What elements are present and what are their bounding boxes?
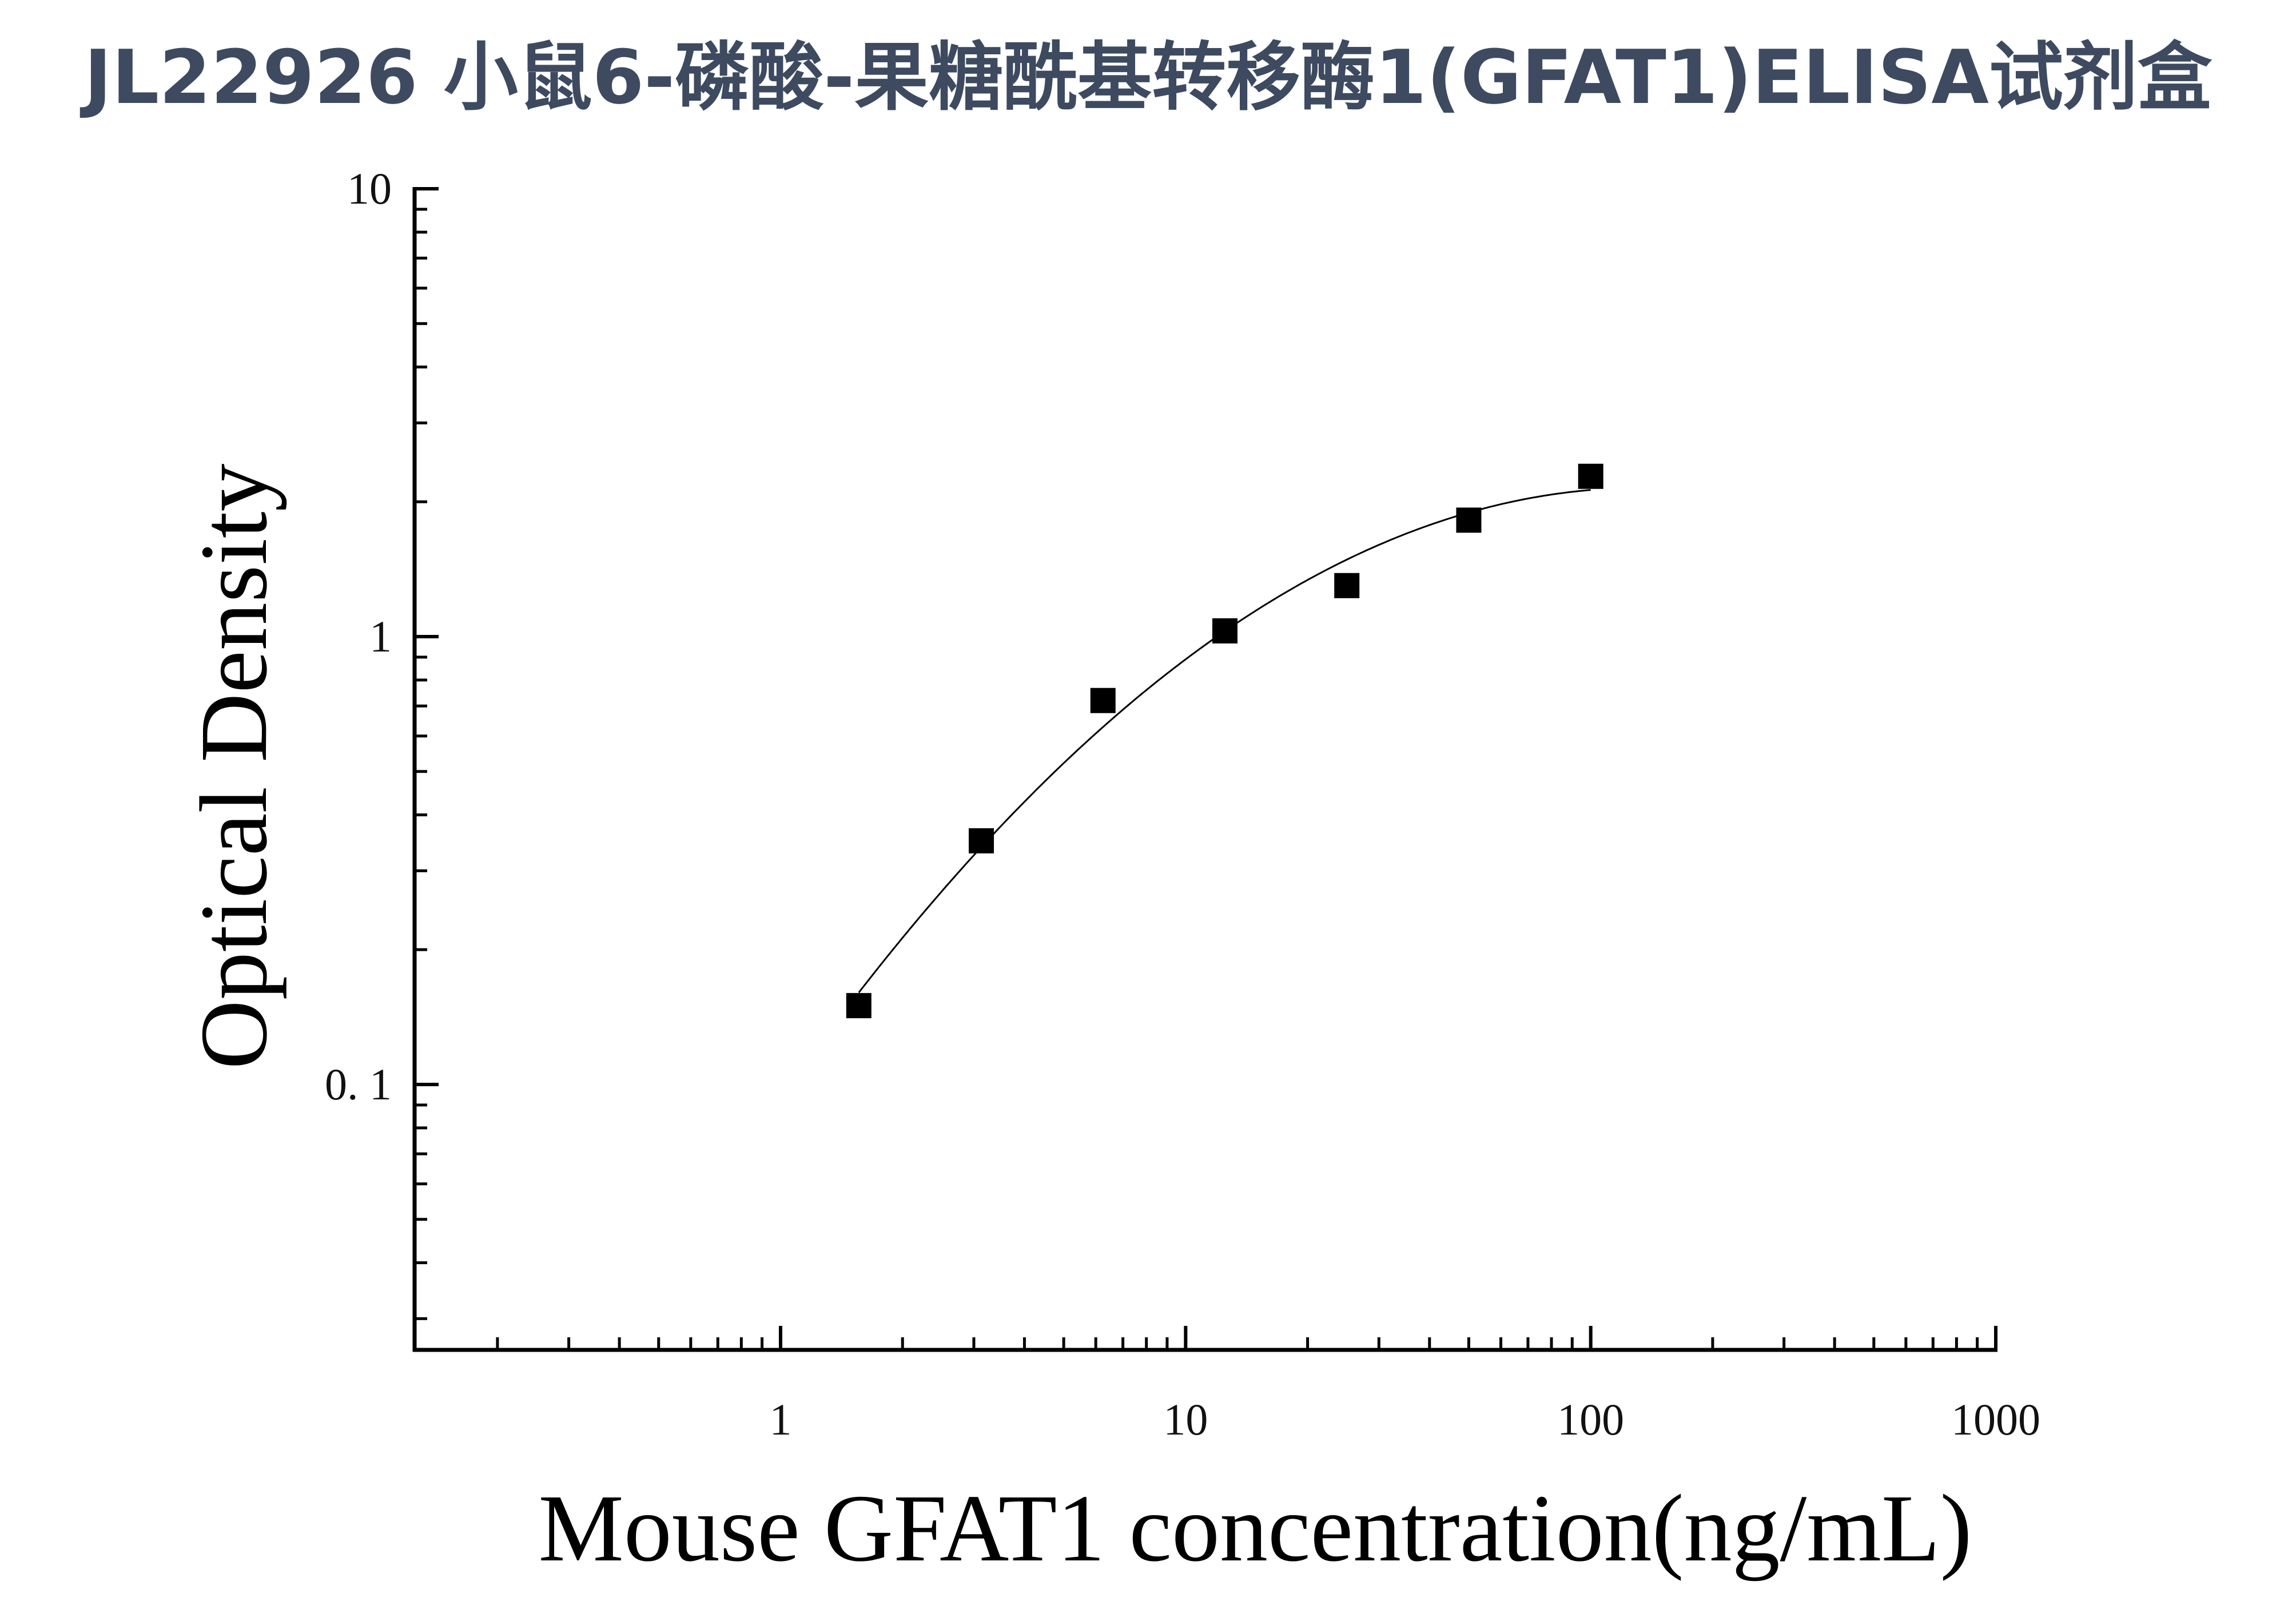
x-tick-label: 100 [1557,1395,1624,1444]
x-major-ticks: 1 10 100 1000 [770,1326,2040,1444]
data-point [969,828,994,853]
data-point [1456,507,1482,533]
y-tick-label: 10 [347,164,392,213]
data-point [1212,618,1237,643]
x-tick-label: 10 [1163,1395,1208,1444]
fit-curve [858,489,1591,994]
y-tick-label: 0. 1 [325,1059,392,1109]
data-point [1090,688,1116,713]
y-major-ticks: 0. 1 1 10 [325,164,439,1109]
data-point [846,993,872,1019]
data-point [1578,463,1603,489]
minor-ticks [415,208,1979,1350]
chart-title: JL22926 小鼠6-磷酸-果糖酰基转移酶1(GFAT1)ELISA试剂盒 [84,34,2212,121]
data-markers [846,463,1603,1019]
x-tick-label: 1000 [1951,1395,2040,1444]
x-tick-label: 1 [770,1395,792,1444]
y-tick-label: 1 [369,611,392,661]
data-point [1334,573,1360,598]
y-axis-title: Optical Density [181,463,287,1069]
x-axis-title: Mouse GFAT1 concentration(ng/mL) [538,1475,1972,1582]
